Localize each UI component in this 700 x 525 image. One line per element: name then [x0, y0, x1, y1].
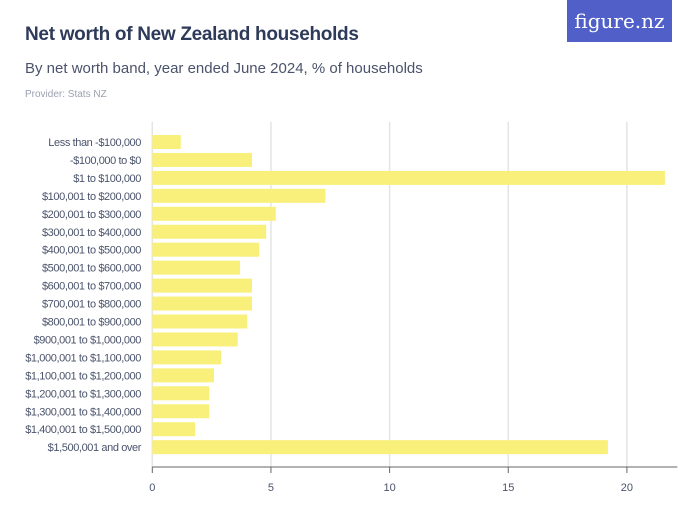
bar — [152, 135, 181, 149]
figure-nz-logo[interactable]: figure.nz — [567, 0, 672, 42]
bar — [152, 296, 252, 311]
category-label: $1,400,001 to $1,500,000 — [25, 424, 141, 436]
bar — [152, 404, 210, 419]
bar — [152, 260, 241, 275]
category-label: $800,001 to $900,000 — [42, 317, 141, 329]
bar — [152, 242, 260, 257]
category-label: $100,001 to $200,000 — [42, 191, 141, 203]
x-tick-label: 15 — [502, 482, 514, 494]
x-tick-label: 10 — [383, 482, 395, 494]
category-label: $1 to $100,000 — [73, 173, 141, 185]
category-label: $1,000,001 to $1,100,000 — [25, 352, 141, 364]
category-label: $1,500,001 and over — [48, 442, 142, 454]
bar — [152, 368, 214, 383]
bar — [152, 224, 267, 239]
chart-title: Net worth of New Zealand households — [25, 24, 359, 45]
bar — [152, 386, 210, 401]
category-label: $1,100,001 to $1,200,000 — [25, 370, 141, 382]
category-label: Less than -$100,000 — [48, 137, 141, 149]
category-label: $500,001 to $600,000 — [42, 263, 141, 275]
bar — [152, 314, 248, 329]
bar — [152, 206, 276, 221]
bar — [152, 188, 326, 203]
bar — [152, 440, 608, 455]
x-tick-label: 20 — [621, 482, 633, 494]
x-tick-label: 0 — [149, 482, 155, 494]
chart-subtitle: By net worth band, year ended June 2024,… — [25, 60, 423, 77]
category-label: $1,200,001 to $1,300,000 — [25, 388, 141, 400]
category-label: $600,001 to $700,000 — [42, 281, 141, 293]
category-label: $700,001 to $800,000 — [42, 299, 141, 311]
category-label: $200,001 to $300,000 — [42, 209, 141, 221]
bar — [152, 422, 196, 437]
category-label: -$100,000 to $0 — [70, 155, 141, 167]
bar — [152, 332, 238, 347]
provider-label: Provider: Stats NZ — [25, 89, 107, 100]
bar — [152, 170, 665, 185]
bar — [152, 152, 252, 167]
bar — [152, 278, 252, 293]
category-label: $300,001 to $400,000 — [42, 227, 141, 239]
x-tick-label: 5 — [268, 482, 274, 494]
category-label: $900,001 to $1,000,000 — [34, 334, 142, 346]
category-label: $1,300,001 to $1,400,000 — [25, 406, 141, 418]
bar — [152, 350, 222, 365]
category-label: $400,001 to $500,000 — [42, 245, 141, 257]
